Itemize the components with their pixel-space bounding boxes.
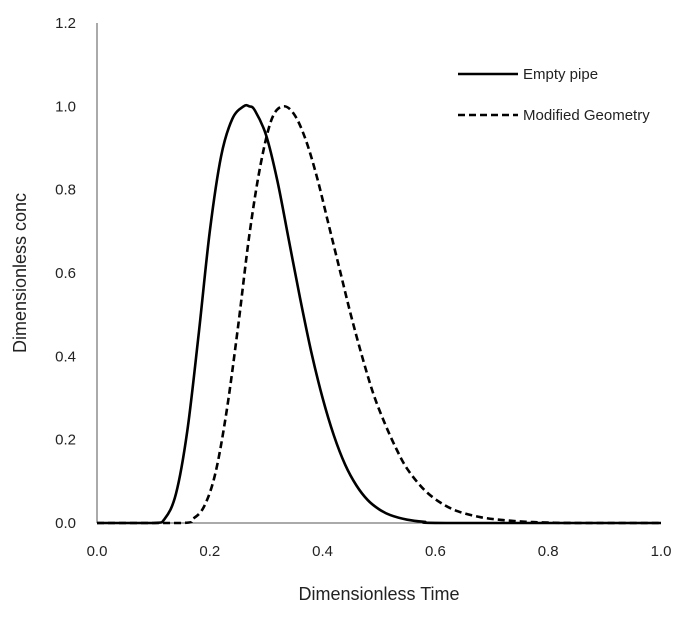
series-line-empty-pipe <box>96 103 661 525</box>
y-axis-label: Dimensionless conc <box>10 193 30 353</box>
x-tick-label: 0.0 <box>87 543 108 560</box>
y-tick-label: 0.4 <box>55 348 76 365</box>
y-tick-label: 0.8 <box>55 182 76 199</box>
x-tick-label: 0.4 <box>312 543 333 560</box>
series-layer <box>96 103 661 525</box>
y-tick-label: 1.0 <box>55 98 76 115</box>
y-tick-label: 0.0 <box>55 515 76 532</box>
y-axis-ticks: 0.0 0.2 0.4 0.6 0.8 1.0 1.2 <box>55 15 76 532</box>
x-tick-label: 0.8 <box>538 543 559 560</box>
x-tick-label: 1.0 <box>651 543 672 560</box>
x-tick-label: 0.2 <box>199 543 220 560</box>
y-tick-label: 0.6 <box>55 265 76 282</box>
x-axis-ticks: 0.0 0.2 0.4 0.6 0.8 1.0 <box>87 543 672 560</box>
legend: Empty pipe Modified Geometry <box>458 66 650 124</box>
legend-label: Modified Geometry <box>523 107 650 124</box>
series-line-modified-geometry <box>96 104 661 525</box>
x-tick-label: 0.6 <box>425 543 446 560</box>
x-axis-label: Dimensionless Time <box>298 584 459 604</box>
y-tick-label: 0.2 <box>55 432 76 449</box>
y-tick-label: 1.2 <box>55 15 76 32</box>
legend-label: Empty pipe <box>523 66 598 83</box>
